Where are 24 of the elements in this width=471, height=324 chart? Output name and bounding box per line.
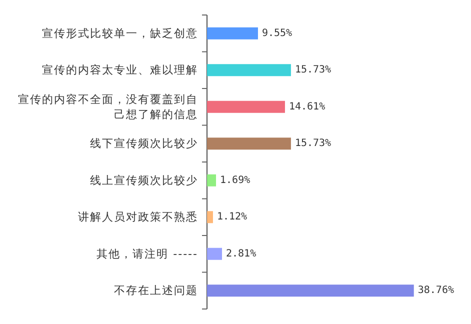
y-tick-label: 其他，请注明 ----- — [96, 247, 198, 260]
y-tick-label: 宣传形式比较单一，缺乏创意 — [42, 26, 198, 40]
data-label: 1.12% — [216, 212, 248, 223]
bar — [207, 64, 291, 76]
bar — [207, 211, 213, 224]
data-label: 15.73% — [294, 64, 332, 76]
y-tick-label: 宣传的内容太专业、难以理解 — [42, 64, 198, 77]
y-tick-label: 宣传的内容不全面，没有覆盖到自己想了解的信息 — [18, 92, 198, 121]
bar — [207, 100, 285, 113]
data-label: 14.61% — [288, 101, 326, 112]
bar — [207, 248, 222, 260]
data-label: 9.55% — [262, 28, 292, 39]
data-label: 15.73% — [294, 138, 332, 150]
y-tick-label: 不存在上述问题 — [114, 284, 198, 298]
y-tick-label: 讲解人员对政策不熟悉 — [78, 210, 198, 224]
y-tick-label: 线上宣传频次比较少 — [90, 174, 198, 187]
y-tick-label: 线下宣传频次比较少 — [90, 137, 198, 150]
bar — [207, 284, 414, 297]
bar — [207, 138, 291, 150]
data-label: 38.76% — [418, 285, 454, 296]
data-label: 1.69% — [220, 174, 250, 186]
bar — [207, 27, 258, 40]
data-label: 2.81% — [226, 248, 256, 260]
bar — [207, 174, 216, 186]
